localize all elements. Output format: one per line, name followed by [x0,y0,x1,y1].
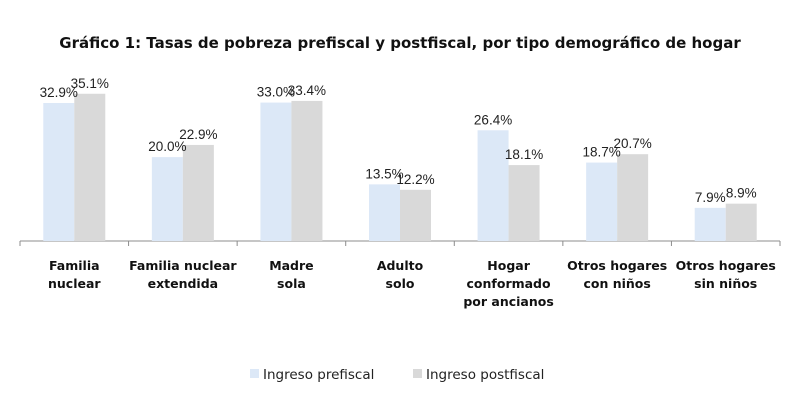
bar [400,189,431,241]
category-label: Otros hogares [567,258,667,273]
value-labels: 32.9%35.1% 20.0%22.9% 33.0%33.4% 13.5%12.2%… [40,76,757,205]
bar [477,130,509,241]
bar [74,93,106,242]
legend: Ingreso prefiscal Ingreso postfiscal [250,367,544,383]
legend-swatch [250,369,259,378]
bar-value-label: 20.7% [614,136,652,151]
bar-value-label: 18.1% [505,147,543,162]
bar [694,207,726,241]
bar [725,203,757,241]
category-label: solo [386,276,415,291]
bar [369,184,400,241]
bar [43,103,75,241]
bars [43,93,757,242]
bar [586,162,618,241]
category-label: Familia nuclear [129,258,237,273]
bar-value-label: 33.0% [257,85,295,100]
category-label: nuclear [48,276,101,291]
category-label: Familia [49,258,100,273]
bar [182,144,214,241]
bar-value-label: 12.2% [396,172,434,187]
bar-value-label: 35.1% [71,76,109,91]
category-label: con niños [583,276,650,291]
category-labels: Familia nuclear Familia nuclear extendida Ma… [48,258,776,309]
bar-value-label: 33.4% [288,83,326,98]
category-label: Madre [269,258,313,273]
category-label: Adulto [377,258,424,273]
category-label: sola [277,276,306,291]
bar [617,154,649,241]
bar [151,157,183,241]
category-label: sin niños [694,276,757,291]
chart-title: Gráfico 1: Tasas de pobreza prefiscal y … [59,34,741,52]
bar-value-label: 32.9% [40,85,78,100]
bar-value-label: 13.5% [365,166,403,181]
bar-value-label: 22.9% [179,127,217,142]
legend-label: Ingreso prefiscal [263,367,374,383]
category-label: por ancianos [463,294,553,309]
bar-value-label: 20.0% [148,139,186,154]
bar [508,165,540,241]
axis-ticks [19,241,781,246]
bar-value-label: 8.9% [726,186,757,201]
bar [260,102,292,241]
category-label: extendida [148,276,219,291]
category-label: conformado [467,276,551,291]
category-label: Hogar [487,258,530,273]
bar [291,100,323,242]
bar-value-label: 26.4% [474,112,512,127]
category-label: Otros hogares [676,258,776,273]
bar-value-label: 7.9% [695,190,726,205]
legend-label: Ingreso postfiscal [426,367,544,383]
legend-swatch [413,369,422,378]
bar-value-label: 18.7% [583,145,621,160]
